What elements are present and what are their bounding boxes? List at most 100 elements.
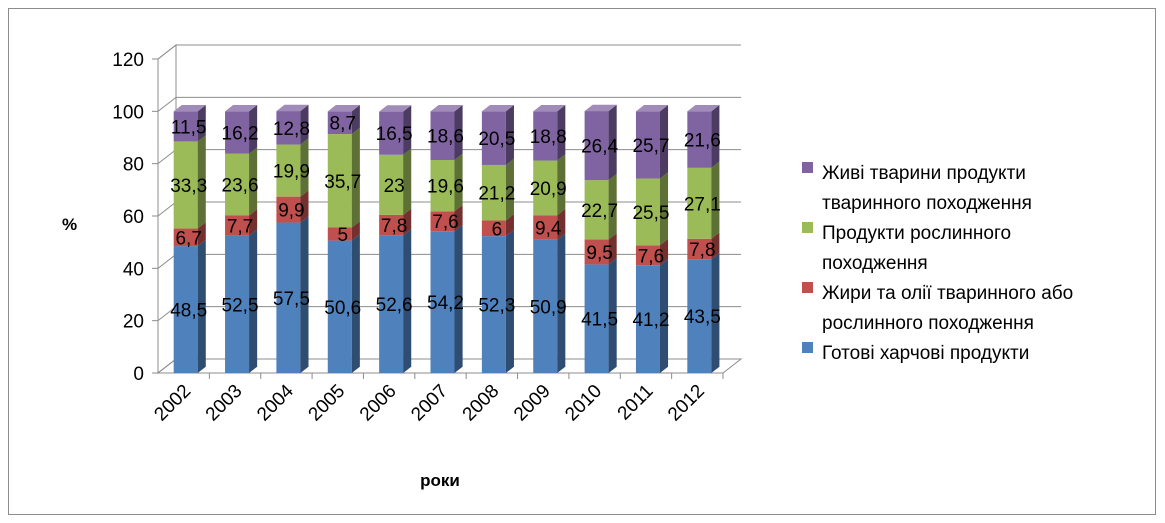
bar-segment [276, 111, 301, 145]
bar-segment-side [197, 135, 206, 229]
legend: Живі тварини продукти тваринного походжен… [802, 162, 1073, 364]
bar-segment-side [557, 154, 566, 216]
data-label: 23,6 [222, 176, 259, 197]
y-tick-label: 80 [123, 155, 144, 176]
bar-top [173, 105, 206, 112]
data-label: 8,7 [330, 114, 356, 135]
bar-segment [379, 235, 404, 373]
bar-segment [584, 239, 609, 265]
x-tick-label: 2007 [407, 381, 452, 426]
bar-stack-2010 [584, 104, 617, 373]
bar-segment [327, 111, 352, 135]
legend-label: Продукти рослинного [822, 223, 1011, 244]
legend-label: походження [822, 253, 928, 274]
data-label: 50,9 [530, 297, 567, 318]
y-axis-label: % [62, 215, 77, 234]
x-tick-label: 2003 [202, 381, 247, 426]
data-label: 7,7 [227, 217, 253, 238]
bar-top [430, 105, 463, 112]
legend-entry: Живі тварини продукти тваринного походжен… [802, 162, 1032, 214]
x-tick-label: 2006 [356, 381, 401, 426]
bar-segment [584, 111, 609, 181]
bar-segment [276, 222, 301, 373]
data-label: 23 [384, 176, 405, 197]
legend-swatch [802, 342, 813, 353]
bar-segment [379, 214, 404, 236]
bar-stack-2004 [276, 104, 309, 373]
data-label: 33,3 [170, 176, 207, 197]
data-label: 5 [337, 225, 348, 246]
bar-segment [687, 111, 712, 168]
data-label: 19,6 [427, 177, 464, 198]
data-label: 11,5 [171, 117, 207, 138]
data-label: 7,8 [689, 240, 715, 261]
legend-entry: Продукти рослинного походження [802, 222, 1011, 274]
bars [173, 104, 720, 373]
bar-segment-side [454, 224, 463, 373]
y-tick-label: 40 [123, 259, 144, 280]
x-tick-label: 2008 [459, 381, 504, 426]
data-label: 35,7 [324, 172, 361, 193]
data-label: 21,2 [478, 184, 515, 205]
bar-segment-side [659, 239, 669, 266]
y-tick-label: 120 [112, 50, 144, 71]
legend-swatch [802, 222, 813, 233]
bar-segment [225, 235, 250, 373]
data-label: 52,3 [478, 296, 515, 317]
data-label: 50,6 [324, 298, 361, 319]
data-label: 25,7 [632, 136, 669, 157]
bar-segment [533, 215, 558, 240]
bar-stack-2009 [533, 105, 566, 373]
bar-stack-2002 [173, 105, 206, 373]
bar-segment [533, 160, 558, 216]
bar-segment [635, 178, 660, 246]
x-tick-label: 2004 [253, 380, 298, 425]
legend-label: тваринного походження [822, 193, 1032, 214]
bar-segment-side [505, 214, 514, 237]
bar-segment [379, 111, 404, 155]
bar-segment-side [711, 161, 720, 239]
data-label: 57,5 [273, 289, 310, 310]
gridline-diag [157, 44, 177, 60]
bar-segment-side [608, 173, 617, 240]
bar-segment [276, 196, 301, 223]
bar-segment-side [403, 105, 412, 155]
bar-stack-2008 [481, 105, 514, 373]
bar-stack-2012 [687, 105, 720, 373]
bar-segment [173, 228, 198, 247]
bar-segment-side [403, 229, 412, 373]
legend-entry: Готові харчові продукти [802, 342, 1029, 364]
bar-segment-side [351, 127, 360, 228]
bar-segment-side [711, 232, 720, 260]
bar-segment-side [557, 208, 566, 240]
bar-stack-2007 [430, 105, 463, 373]
data-label: 26,4 [581, 137, 618, 158]
bar-segment [327, 134, 352, 228]
bar-top [584, 104, 617, 112]
bar-segment-side [197, 239, 206, 373]
bar-top [687, 105, 720, 112]
bar-segment-side [197, 222, 206, 247]
bar-segment [430, 231, 455, 373]
bar-top [379, 105, 412, 112]
bar-segment [225, 111, 250, 154]
data-label: 25,5 [632, 203, 669, 224]
bar-top [276, 104, 309, 112]
bar-segment [687, 167, 712, 239]
data-label: 6,7 [175, 228, 201, 249]
data-label: 18,8 [530, 127, 567, 148]
x-tick-label: 2009 [510, 381, 555, 426]
bar-segment-side [403, 208, 412, 236]
x-tick-label: 2002 [150, 381, 195, 426]
x-axis-ticks: 2002 2003 2004 2005 2006 2007 2008 2009 2010 2011… [150, 373, 724, 426]
bar-segment-side [351, 105, 360, 135]
bar-segment [481, 111, 506, 165]
bar-segment [635, 111, 660, 179]
bar-segment [379, 154, 404, 215]
bar-segment-side [608, 104, 617, 181]
data-label: 20,5 [478, 129, 515, 150]
data-labels: 48,5 6,7 33,3 11,5 52,5 7,7 23,6 16,2 57,5 9,9 19,… [170, 114, 721, 331]
bar-top [635, 105, 669, 112]
bar-segment [173, 246, 198, 373]
